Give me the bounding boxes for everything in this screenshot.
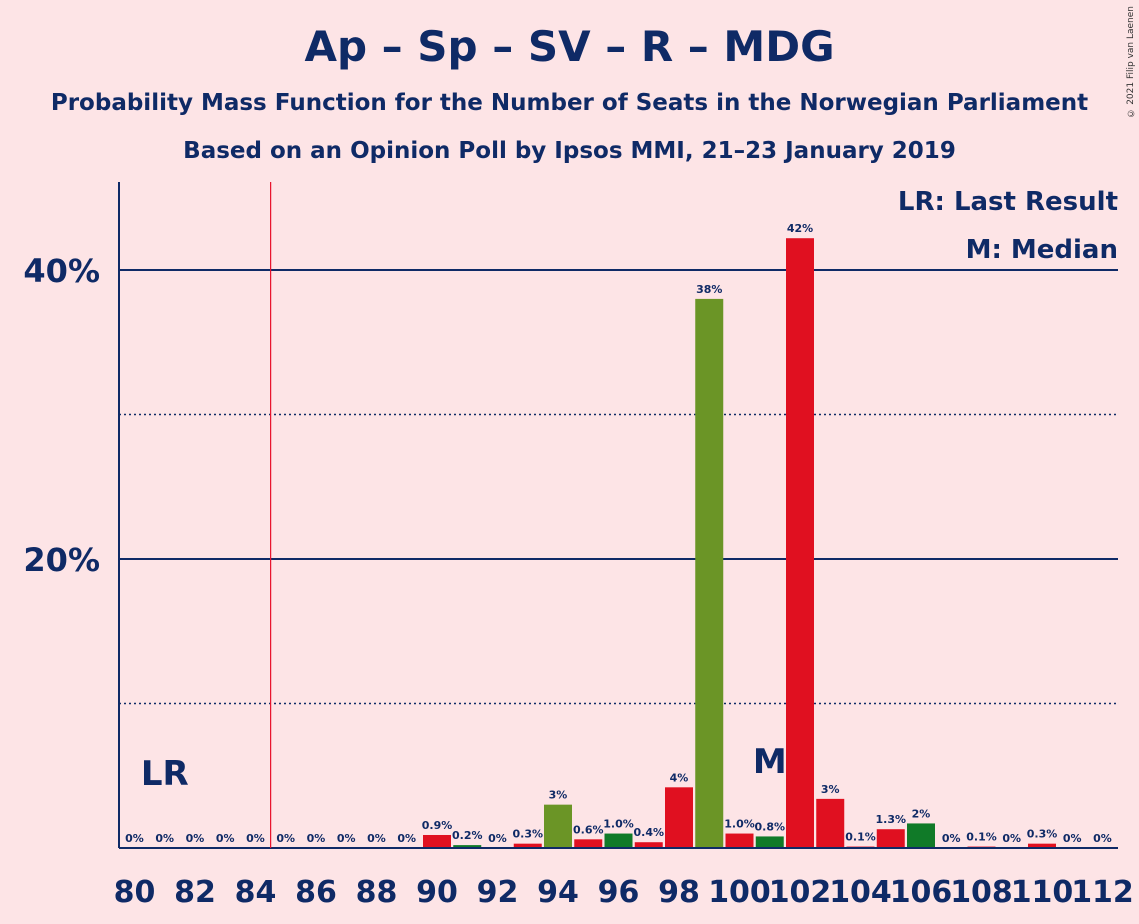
x-tick-104: 104 [829, 875, 892, 910]
data-label-seat-82: 0% [186, 832, 205, 845]
data-label-seat-93: 0.3% [512, 828, 543, 841]
data-label-seat-83: 0% [216, 832, 235, 845]
data-label-seat-80: 0% [125, 832, 144, 845]
last-result-marker-label: LR [141, 754, 189, 794]
bar-seat-97 [634, 842, 663, 848]
x-tick-94: 94 [537, 875, 579, 910]
x-tick-98: 98 [658, 875, 700, 910]
y-tick-40: 40% [23, 252, 100, 290]
bar-seat-102 [786, 238, 814, 848]
x-tick-106: 106 [890, 875, 953, 910]
bar-seat-98 [665, 787, 693, 848]
bar-seat-106 [907, 823, 935, 848]
data-label-seat-92: 0% [488, 832, 507, 845]
x-tick-86: 86 [295, 875, 337, 910]
x-tick-84: 84 [235, 875, 277, 910]
data-label-seat-98: 4% [670, 771, 689, 784]
data-label-seat-90: 0.9% [422, 819, 453, 832]
bar-seat-94 [544, 804, 572, 848]
y-tick-20: 20% [23, 541, 100, 579]
x-tick-92: 92 [477, 875, 519, 910]
legend: LR: Last Result M: Median [898, 187, 1118, 265]
data-label-seat-81: 0% [155, 832, 174, 845]
data-label-seat-87: 0% [337, 832, 356, 845]
data-label-seat-104: 0.1% [845, 831, 876, 844]
bar-seat-110 [1028, 843, 1056, 848]
x-tick-102: 102 [769, 875, 832, 910]
data-label-seat-111: 0% [1063, 832, 1082, 845]
bar-seat-105 [876, 829, 905, 848]
chart-subtitle: Probability Mass Function for the Number… [50, 90, 1089, 116]
data-label-seat-99: 38% [696, 283, 722, 296]
bar-seat-91 [453, 845, 482, 848]
data-label-seat-108: 0.1% [966, 831, 997, 844]
x-tick-110: 110 [1011, 875, 1074, 910]
bar-seat-103 [816, 798, 845, 848]
data-label-seat-85: 0% [276, 832, 295, 845]
x-tick-96: 96 [598, 875, 640, 910]
data-label-seat-96: 1.0% [603, 818, 634, 831]
x-tick-82: 82 [174, 875, 216, 910]
data-label-seat-110: 0.3% [1027, 828, 1058, 841]
data-labels: 0% 0% 0% 0% 0% 0% 0% 0% 0% 0% 0.9%0.2% 0% 0.3% 3% 0.6%… [125, 222, 1112, 845]
data-label-seat-106: 2% [912, 807, 931, 820]
data-label-seat-97: 0.4% [633, 826, 664, 839]
data-label-seat-100: 1.0% [724, 818, 755, 831]
y-tick-labels: 20% 40% [23, 252, 100, 579]
x-tick-90: 90 [416, 875, 458, 910]
markers: LR M [141, 182, 787, 848]
chart-title: Ap – Sp – SV – R – MDG [304, 22, 835, 71]
axes [118, 182, 1118, 849]
data-label-seat-88: 0% [367, 832, 386, 845]
data-label-seat-103: 3% [821, 783, 840, 796]
data-label-seat-95: 0.6% [573, 823, 604, 836]
data-label-seat-105: 1.3% [875, 813, 906, 826]
data-label-seat-86: 0% [307, 832, 326, 845]
data-label-seat-102: 42% [787, 222, 813, 235]
x-tick-88: 88 [356, 875, 398, 910]
bar-seat-90 [423, 834, 451, 848]
data-label-seat-94: 3% [549, 789, 568, 802]
legend-median: M: Median [966, 235, 1118, 265]
bar-seat-99 [695, 298, 724, 848]
x-tick-108: 108 [950, 875, 1013, 910]
data-label-seat-107: 0% [942, 832, 961, 845]
data-label-seat-84: 0% [246, 832, 265, 845]
x-tick-80: 80 [114, 875, 156, 910]
x-tick-100: 100 [708, 875, 771, 910]
data-label-seat-112: 0% [1093, 832, 1112, 845]
data-label-seat-109: 0% [1002, 832, 1021, 845]
bar-seat-96 [604, 833, 633, 848]
gridlines [119, 269, 1118, 705]
chart-subtitle-poll: Based on an Opinion Poll by Ipsos MMI, 2… [183, 138, 956, 164]
data-label-seat-101: 0.8% [754, 820, 785, 833]
x-tick-labels: 80 82 84 86 88 90 92 94 96 98 10010210410610811011… [114, 875, 1134, 910]
x-tick-112: 112 [1071, 875, 1134, 910]
bar-seat-93 [513, 843, 542, 848]
legend-last-result: LR: Last Result [898, 187, 1118, 217]
median-marker-label: M [753, 742, 787, 782]
bars [423, 238, 1056, 848]
bar-seat-95 [574, 839, 603, 848]
bar-seat-101 [755, 836, 784, 848]
bar-seat-100 [725, 833, 754, 848]
data-label-seat-91: 0.2% [452, 829, 483, 842]
data-label-seat-89: 0% [397, 832, 416, 845]
